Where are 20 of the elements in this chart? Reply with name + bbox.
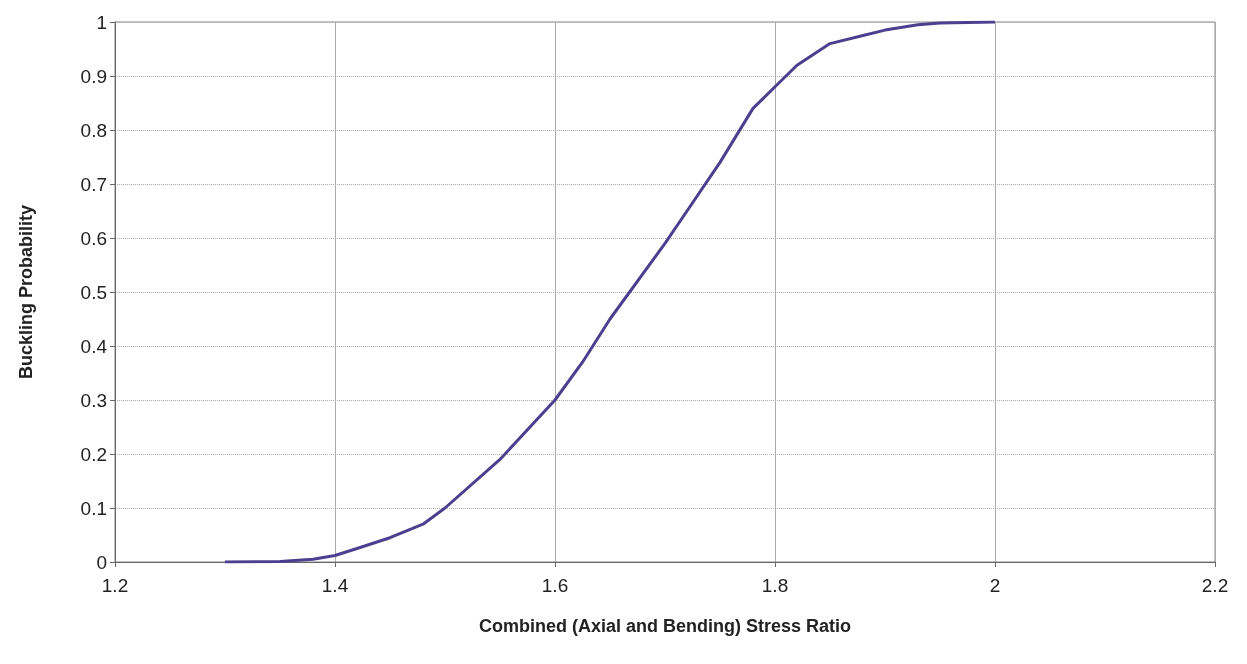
y-tick-label: 0.2: [80, 443, 107, 465]
y-tick-label: 1: [96, 11, 107, 33]
x-tick-label: 1.8: [761, 575, 789, 596]
y-tick-label: 0.9: [80, 65, 107, 87]
y-tick-label: 0.3: [80, 389, 107, 411]
y-tick-label: 0.7: [80, 173, 107, 195]
line-series: [223, 20, 997, 564]
y-tick-label: 0.5: [80, 281, 107, 303]
y-tick-label: 0.4: [80, 335, 108, 357]
x-tick-label: 1.2: [101, 575, 129, 596]
y-tick-label: 0.8: [80, 119, 107, 141]
y-tick-label: 0.6: [80, 227, 107, 249]
x-tick-label: 2: [989, 575, 1001, 596]
y-axis-title: Buckling Probability: [16, 204, 36, 380]
x-tick-label: 1.4: [321, 575, 349, 596]
x-tick-label: 1.6: [541, 575, 569, 596]
y-tick-label: 0.1: [80, 497, 107, 519]
y-tick-label: 0: [96, 551, 107, 573]
x-tick-label: 2.2: [1201, 575, 1229, 596]
x-axis-title: Combined (Axial and Bending) Stress Ratio: [478, 616, 852, 636]
